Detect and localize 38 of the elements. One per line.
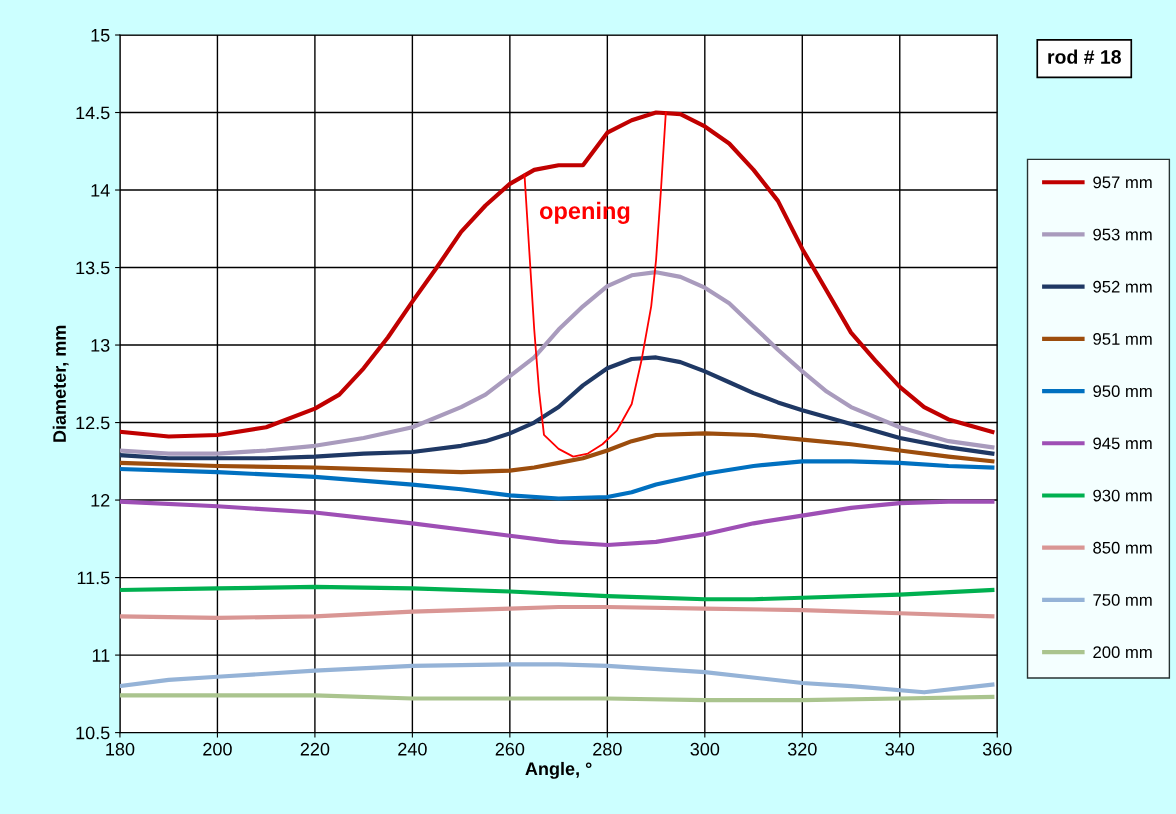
x-tick-label: 320 bbox=[787, 742, 817, 756]
y-tick-label: 14 bbox=[91, 184, 110, 197]
y-axis-title: Diameter, mm bbox=[52, 325, 69, 442]
x-tick-label: 300 bbox=[690, 742, 720, 756]
legend-label: 957 mm bbox=[1093, 176, 1152, 189]
line-series bbox=[119, 604, 995, 620]
legend-label: 945 mm bbox=[1093, 437, 1152, 450]
x-tick-label: 260 bbox=[495, 742, 525, 756]
y-tick-label: 13.5 bbox=[76, 261, 110, 275]
legend-label: 953 mm bbox=[1093, 228, 1152, 241]
x-axis-title: Angle, ° bbox=[525, 761, 592, 779]
line-series bbox=[119, 431, 995, 475]
y-tick-label: 12.5 bbox=[76, 416, 110, 430]
legend-label: 750 mm bbox=[1093, 594, 1152, 606]
y-tick-label: 14.5 bbox=[76, 106, 110, 120]
x-tick-label: 340 bbox=[885, 742, 915, 756]
legend-label: 952 mm bbox=[1093, 280, 1152, 293]
x-tick-label: 280 bbox=[593, 742, 622, 756]
x-tick-label: 360 bbox=[982, 742, 1012, 756]
y-tick-label: 13 bbox=[91, 338, 110, 352]
line-series bbox=[119, 584, 995, 602]
legend-label: 850 mm bbox=[1093, 541, 1152, 554]
legend-label: 951 mm bbox=[1093, 333, 1152, 345]
line-series bbox=[119, 662, 995, 695]
legend-label: 200 mm bbox=[1093, 646, 1152, 659]
y-tick-label: 12 bbox=[91, 494, 110, 507]
y-tick-label: 15 bbox=[91, 29, 110, 42]
y-tick-label: 11.5 bbox=[77, 571, 110, 585]
legend-label: 930 mm bbox=[1093, 489, 1152, 502]
y-tick-label: 11 bbox=[92, 649, 110, 662]
x-tick-label: 240 bbox=[398, 742, 427, 756]
text: rod # 18 bbox=[1048, 49, 1121, 64]
x-tick-label: 220 bbox=[300, 742, 330, 756]
y-tick-label: 10.5 bbox=[76, 726, 110, 740]
line-series bbox=[523, 111, 667, 458]
x-tick-label: 180 bbox=[106, 742, 135, 756]
x-tick-label: 200 bbox=[203, 742, 232, 756]
legend-label: 950 mm bbox=[1093, 385, 1152, 398]
